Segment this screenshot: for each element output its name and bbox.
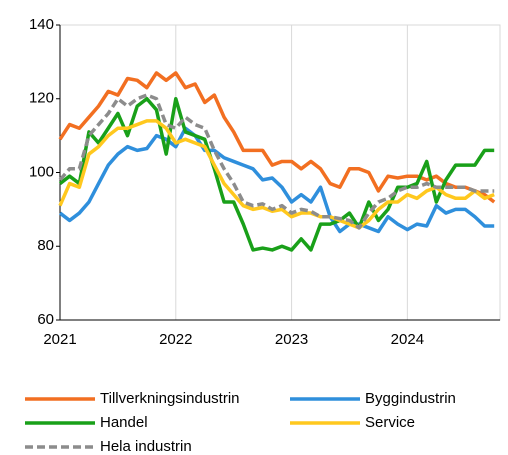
line-series <box>58 119 495 230</box>
y-tick-label: 120 <box>29 90 54 107</box>
legend-label: Service <box>365 414 415 431</box>
y-tick-label: 80 <box>37 237 54 254</box>
x-tick-label: 2023 <box>275 331 308 348</box>
legend-label: Tillverkningsindustrin <box>100 390 240 407</box>
line-series <box>58 71 496 204</box>
line-series <box>58 93 495 230</box>
y-tick-label: 100 <box>29 163 54 180</box>
x-tick-label: 2021 <box>43 331 76 348</box>
y-tick-label: 60 <box>37 311 54 328</box>
plot-frame <box>59 24 501 321</box>
x-tick-label: 2024 <box>391 331 424 348</box>
x-tick-label: 2022 <box>159 331 192 348</box>
line-series <box>58 126 495 234</box>
legend-label: Byggindustrin <box>365 390 456 407</box>
legend-label: Handel <box>100 414 148 431</box>
legend-label: Hela industrin <box>100 438 192 455</box>
y-tick-label: 140 <box>29 16 54 33</box>
line-series <box>58 97 495 252</box>
